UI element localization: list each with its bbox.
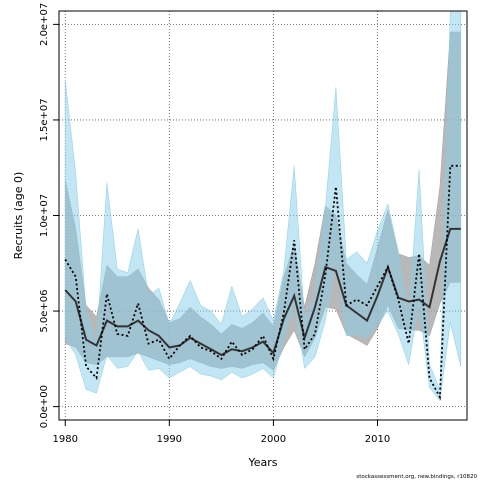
y-axis: 0.0e+00 5.0e+06 1.0e+07 1.5e+07 2.0e+07 bbox=[39, 3, 59, 428]
y-tick-label: 1.5e+07 bbox=[39, 98, 50, 141]
x-tick-label: 1990 bbox=[157, 434, 182, 445]
y-axis-label: Recruits (age 0) bbox=[12, 172, 25, 260]
x-tick-label: 2010 bbox=[365, 434, 390, 445]
x-axis: 1980 1990 2000 2010 bbox=[53, 420, 390, 445]
y-tick-label: 2.0e+07 bbox=[39, 3, 50, 46]
y-tick-label: 1.0e+07 bbox=[39, 194, 50, 237]
caption-text: stockassessment.org, new.bindings, r1082… bbox=[356, 474, 477, 480]
series-line-2 bbox=[64, 164, 461, 401]
y-tick-label: 0.0e+00 bbox=[39, 385, 50, 428]
series-lines bbox=[64, 164, 461, 401]
y-tick-label: 5.0e+06 bbox=[39, 289, 50, 332]
x-axis-label: Years bbox=[247, 456, 277, 469]
x-tick-label: 2000 bbox=[261, 434, 286, 445]
x-tick-label: 1980 bbox=[53, 434, 78, 445]
